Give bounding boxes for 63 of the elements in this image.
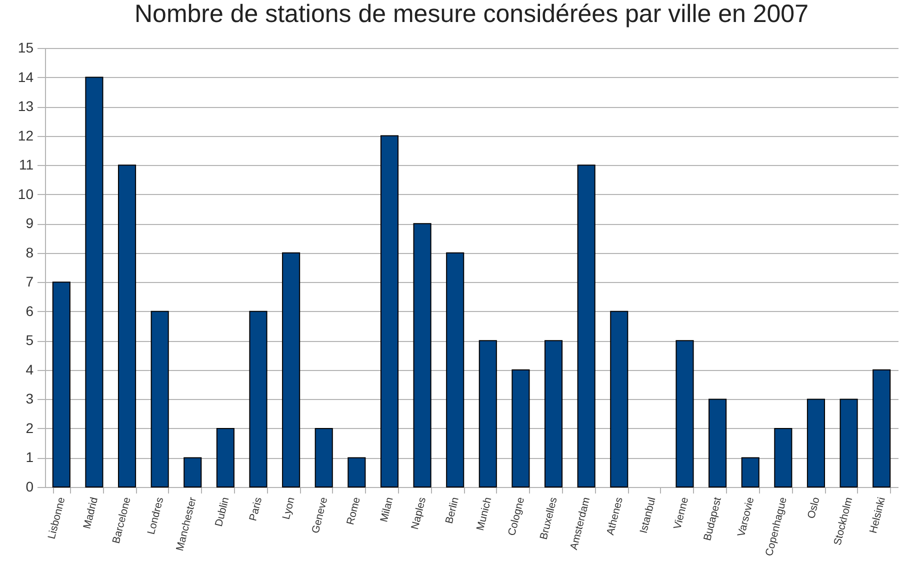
bar (512, 369, 530, 488)
bar (840, 398, 858, 488)
x-tick-label: Madrid (81, 496, 101, 530)
x-tick-label: Milan (378, 496, 396, 524)
bar (577, 164, 596, 488)
x-tick-label: Athenes (604, 496, 626, 536)
bar (150, 310, 169, 488)
x-tick-label: Bruxelles (538, 496, 560, 541)
y-tick-label: 14 (18, 68, 34, 85)
bar (478, 340, 497, 488)
x-tick-label: Berlin (443, 496, 462, 526)
x-tick-label: Rome (344, 496, 364, 526)
y-tick-label: 2 (26, 420, 34, 436)
x-tick-label: Dublin (212, 496, 232, 528)
x-tick-label: Helsinki (867, 496, 888, 535)
y-tick-label: 4 (26, 361, 34, 378)
y-tick-label: 5 (26, 332, 34, 348)
bar (806, 398, 826, 488)
bar (184, 457, 202, 488)
x-tick-label: Lyon (280, 496, 298, 521)
y-tick-label: 13 (18, 98, 34, 114)
bar (52, 282, 70, 488)
bar (446, 252, 464, 488)
bar (348, 457, 366, 488)
bar (85, 76, 104, 488)
bar (610, 310, 628, 488)
y-tick-label: 15 (18, 40, 34, 56)
bar (216, 428, 234, 488)
y-tick-label: 6 (26, 302, 34, 319)
x-tick-label: Lisbonne (46, 496, 68, 540)
bar (774, 428, 792, 488)
y-tick-label: 3 (26, 390, 34, 407)
y-tick-label: 9 (26, 215, 34, 232)
bar (314, 428, 333, 488)
bar (380, 135, 399, 488)
bar (708, 398, 727, 488)
x-tick-label: Geneve (310, 496, 330, 535)
y-tick-label: 0 (26, 478, 34, 494)
y-tick-label: 10 (18, 186, 34, 202)
bar (118, 164, 136, 488)
bar (544, 340, 563, 488)
x-tick-label: Oslo (805, 496, 822, 520)
bar (741, 457, 760, 488)
bar (249, 310, 268, 488)
bar (282, 252, 300, 488)
x-tick-label: Paris (247, 496, 265, 522)
chart-title: Nombre de stations de mesure considérées par ville en 2007 (134, 0, 808, 28)
y-tick-label: 11 (18, 156, 34, 173)
x-tick-label: Naples (409, 496, 429, 531)
x-tick-label: Budapest (702, 496, 724, 542)
x-tick-label: Munich (474, 496, 494, 532)
x-tick-label: Londres (145, 496, 166, 536)
y-tick-label: 12 (18, 127, 34, 144)
bar (676, 340, 694, 488)
bar (413, 223, 432, 488)
x-tick-label: Istanbul (638, 496, 658, 535)
y-tick-label: 8 (26, 244, 34, 260)
x-tick-label: Cologne (506, 496, 528, 537)
x-tick-label: Vienne (672, 496, 692, 530)
bar (872, 369, 891, 488)
y-tick-label: 7 (26, 274, 34, 290)
y-tick-label: 1 (26, 449, 34, 466)
x-tick-label: Varsovie (735, 496, 757, 538)
